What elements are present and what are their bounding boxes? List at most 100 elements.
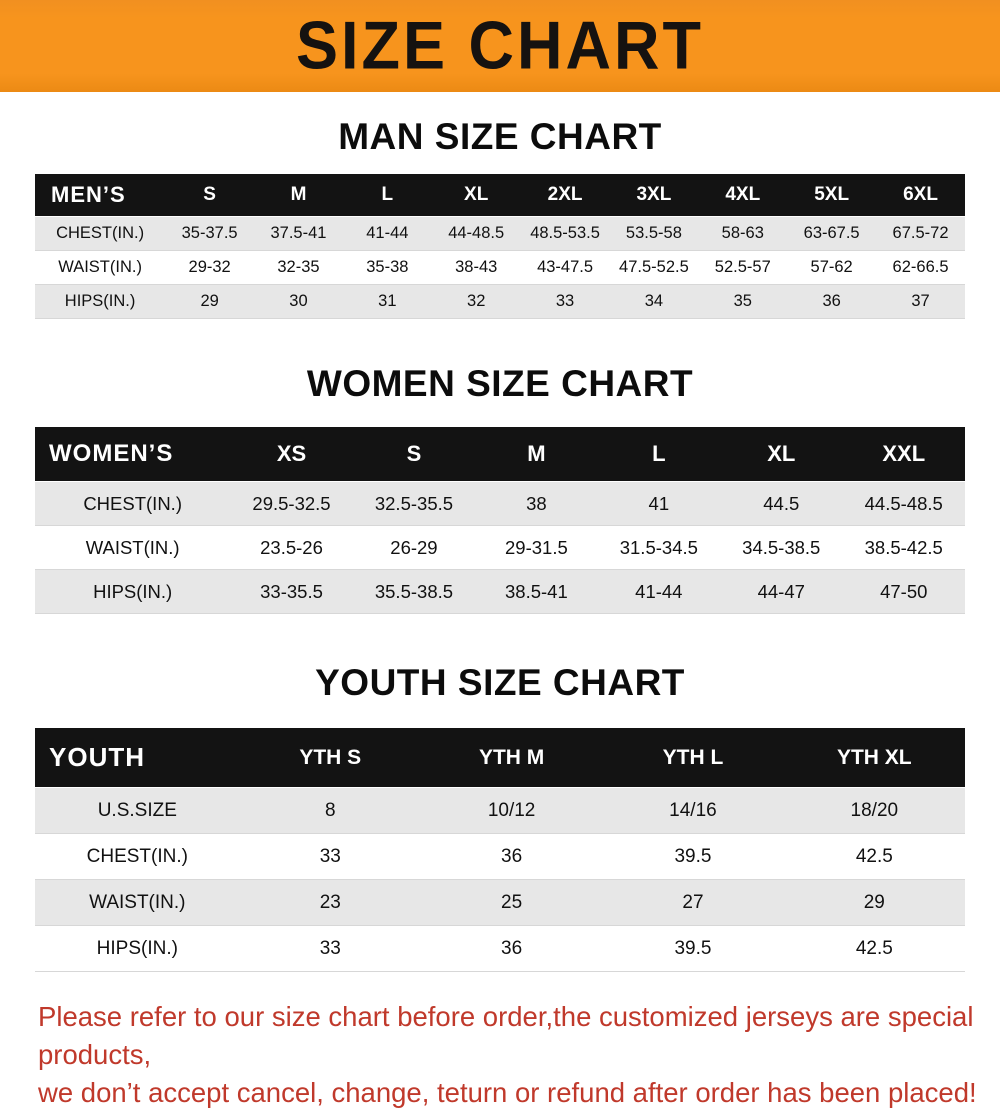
men-size-table-wrap: MEN’S S M L XL 2XL 3XL 4XL 5XL 6XL CHEST(IN.) 35-37… — [35, 174, 965, 319]
measure-value-cell: 14/16 — [602, 787, 784, 834]
measure-value-cell: 44.5 — [720, 481, 843, 526]
youth-chart-heading: YOUTH SIZE CHART — [315, 662, 685, 703]
measure-value-cell: 57-62 — [787, 250, 877, 285]
size-header-cell: M — [475, 427, 598, 482]
footer-disclaimer: Please refer to our size chart before or… — [38, 998, 986, 1112]
measure-value-cell: 31.5-34.5 — [597, 525, 721, 570]
size-header-cell: S — [352, 427, 476, 482]
measure-label-cell: WAIST(IN.) — [35, 525, 231, 570]
size-header-cell: XL — [431, 174, 521, 217]
measure-label-cell: CHEST(IN.) — [35, 833, 240, 880]
measure-value-cell: 25 — [420, 879, 603, 926]
measure-value-cell: 63-67.5 — [787, 216, 877, 251]
measure-value-cell: 52.5-57 — [698, 250, 788, 285]
measure-value-cell: 29 — [783, 879, 965, 926]
size-header-cell: XS — [230, 427, 353, 482]
table-row: WAIST(IN.) 23.5-26 26-29 29-31.5 31.5-34.5 34… — [35, 525, 965, 570]
measure-value-cell: 38 — [475, 481, 598, 526]
measure-label-cell: HIPS(IN.) — [35, 569, 231, 614]
table-row: CHEST(IN.) 33 36 39.5 42.5 — [35, 833, 965, 880]
measure-value-cell: 10/12 — [420, 787, 603, 834]
measure-value-cell: 27 — [602, 879, 784, 926]
table-row: HIPS(IN.) 33 36 39.5 42.5 — [35, 925, 965, 972]
table-header-row: YOUTH YTH S YTH M YTH L YTH XL — [35, 728, 965, 788]
measure-value-cell: 35.5-38.5 — [352, 569, 476, 614]
measure-value-cell: 30 — [254, 284, 343, 319]
measure-value-cell: 36 — [420, 833, 603, 880]
youth-size-section: YOUTH SIZE CHART YOUTH YTH S YTH M YTH L YTH… — [0, 662, 1000, 972]
measure-value-cell: 29.5-32.5 — [230, 481, 353, 526]
size-header-cell: YTH M — [420, 728, 603, 788]
measure-value-cell: 32-35 — [254, 250, 343, 285]
size-header-cell: 3XL — [609, 174, 699, 217]
women-size-section: WOMEN SIZE CHART WOMEN’S XS S M L XL XXL CHEST(… — [0, 363, 1000, 614]
table-title-cell: YOUTH — [35, 728, 240, 788]
size-header-cell: L — [597, 427, 721, 482]
table-row: WAIST(IN.) 23 25 27 29 — [35, 879, 965, 926]
size-header-cell: 6XL — [876, 174, 965, 217]
measure-value-cell: 8 — [239, 787, 421, 834]
table-row: CHEST(IN.) 29.5-32.5 32.5-35.5 38 41 44.5 44.5… — [35, 481, 965, 526]
size-header-cell: S — [165, 174, 255, 217]
measure-value-cell: 47.5-52.5 — [609, 250, 699, 285]
size-header-cell: 4XL — [698, 174, 788, 217]
measure-label-cell: CHEST(IN.) — [35, 216, 166, 251]
women-size-table: WOMEN’S XS S M L XL XXL CHEST(IN.) 29.5-32.5 32.5… — [35, 427, 965, 614]
table-title-cell: MEN’S — [35, 174, 166, 217]
measure-value-cell: 35-37.5 — [165, 216, 255, 251]
measure-value-cell: 29-32 — [165, 250, 255, 285]
measure-value-cell: 38.5-41 — [475, 569, 598, 614]
table-row: HIPS(IN.) 29 30 31 32 33 34 35 36 37 — [35, 284, 965, 319]
table-header-row: WOMEN’S XS S M L XL XXL — [35, 427, 965, 482]
measure-value-cell: 41-44 — [597, 569, 721, 614]
size-header-cell: L — [342, 174, 432, 217]
measure-value-cell: 23.5-26 — [230, 525, 353, 570]
measure-value-cell: 32.5-35.5 — [352, 481, 476, 526]
measure-value-cell: 37 — [876, 284, 965, 319]
size-header-cell: YTH S — [239, 728, 421, 788]
women-chart-heading: WOMEN SIZE CHART — [306, 363, 694, 404]
measure-value-cell: 42.5 — [783, 925, 965, 972]
measure-value-cell: 42.5 — [783, 833, 965, 880]
measure-value-cell: 48.5-53.5 — [520, 216, 610, 251]
table-row: HIPS(IN.) 33-35.5 35.5-38.5 38.5-41 41-44 44-… — [35, 569, 965, 614]
size-header-cell: M — [254, 174, 343, 217]
measure-value-cell: 37.5-41 — [254, 216, 343, 251]
measure-value-cell: 58-63 — [698, 216, 788, 251]
measure-value-cell: 38-43 — [431, 250, 521, 285]
table-header-row: MEN’S S M L XL 2XL 3XL 4XL 5XL 6XL — [35, 174, 965, 217]
measure-value-cell: 29 — [165, 284, 255, 319]
size-chart-banner: SIZE CHART — [0, 0, 1000, 92]
measure-value-cell: 36 — [787, 284, 877, 319]
youth-size-table: YOUTH YTH S YTH M YTH L YTH XL U.S.SIZE 8 10/12… — [35, 728, 965, 972]
measure-value-cell: 44-47 — [720, 569, 843, 614]
measure-label-cell: CHEST(IN.) — [35, 481, 231, 526]
measure-value-cell: 23 — [239, 879, 421, 926]
measure-value-cell: 34.5-38.5 — [720, 525, 843, 570]
youth-size-table-wrap: YOUTH YTH S YTH M YTH L YTH XL U.S.SIZE 8 10/12… — [35, 728, 965, 972]
footer-disclaimer-line-1: Please refer to our size chart before or… — [38, 1001, 974, 1070]
measure-value-cell: 35-38 — [342, 250, 432, 285]
measure-value-cell: 41-44 — [342, 216, 432, 251]
measure-value-cell: 32 — [431, 284, 521, 319]
measure-value-cell: 26-29 — [352, 525, 476, 570]
table-row: CHEST(IN.) 35-37.5 37.5-41 41-44 44-48.5 48.5… — [35, 216, 965, 251]
measure-value-cell: 29-31.5 — [475, 525, 598, 570]
measure-value-cell: 36 — [420, 925, 603, 972]
size-header-cell: YTH XL — [783, 728, 965, 788]
measure-label-cell: WAIST(IN.) — [35, 879, 240, 926]
measure-value-cell: 44.5-48.5 — [842, 481, 965, 526]
measure-label-cell: HIPS(IN.) — [35, 284, 166, 319]
women-size-table-wrap: WOMEN’S XS S M L XL XXL CHEST(IN.) 29.5-32.5 32.5… — [35, 427, 965, 614]
measure-value-cell: 31 — [342, 284, 432, 319]
size-header-cell: XXL — [842, 427, 965, 482]
man-chart-heading: MAN SIZE CHART — [338, 116, 662, 157]
table-row: WAIST(IN.) 29-32 32-35 35-38 38-43 43-47.5 47.… — [35, 250, 965, 285]
measure-value-cell: 33 — [239, 833, 421, 880]
measure-value-cell: 39.5 — [602, 833, 784, 880]
measure-value-cell: 33 — [239, 925, 421, 972]
size-header-cell: 2XL — [520, 174, 610, 217]
size-header-cell: XL — [720, 427, 843, 482]
measure-value-cell: 35 — [698, 284, 788, 319]
table-title-cell: WOMEN’S — [35, 427, 231, 482]
